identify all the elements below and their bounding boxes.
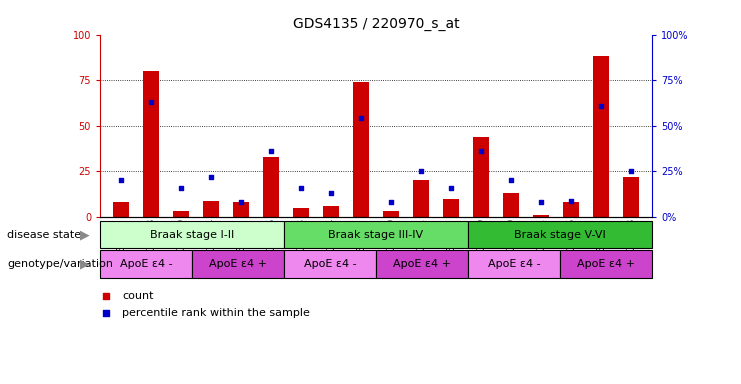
Bar <box>293 208 309 217</box>
Point <box>175 185 187 191</box>
Text: Braak stage I-II: Braak stage I-II <box>150 230 234 240</box>
Bar <box>503 193 519 217</box>
Text: ApoE ε4 -: ApoE ε4 - <box>304 259 356 269</box>
Point <box>115 177 127 184</box>
Bar <box>376 250 468 278</box>
Bar <box>100 221 284 248</box>
Bar <box>284 221 468 248</box>
Point <box>265 148 277 154</box>
Bar <box>413 180 429 217</box>
Bar <box>443 199 459 217</box>
Point <box>99 310 111 316</box>
Point <box>99 293 111 300</box>
Bar <box>473 137 489 217</box>
Point <box>625 168 637 174</box>
Text: disease state: disease state <box>7 230 82 240</box>
Bar <box>560 250 652 278</box>
Bar <box>468 250 560 278</box>
Point <box>595 103 607 109</box>
Point <box>445 185 457 191</box>
Point <box>325 190 337 196</box>
Point <box>505 177 517 184</box>
Text: ApoE ε4 +: ApoE ε4 + <box>577 259 635 269</box>
Text: Braak stage V-VI: Braak stage V-VI <box>514 230 606 240</box>
Point <box>235 199 247 205</box>
Bar <box>323 206 339 217</box>
Bar <box>533 215 549 217</box>
Text: ApoE ε4 +: ApoE ε4 + <box>393 259 451 269</box>
Bar <box>284 250 376 278</box>
Text: Braak stage III-IV: Braak stage III-IV <box>328 230 424 240</box>
Point <box>415 168 427 174</box>
Bar <box>100 250 192 278</box>
Text: genotype/variation: genotype/variation <box>7 259 113 269</box>
Point <box>385 199 397 205</box>
Text: percentile rank within the sample: percentile rank within the sample <box>122 308 310 318</box>
Bar <box>192 250 284 278</box>
Text: ApoE ε4 +: ApoE ε4 + <box>209 259 267 269</box>
Point <box>475 148 487 154</box>
Bar <box>203 200 219 217</box>
Bar <box>353 82 369 217</box>
Point <box>295 185 307 191</box>
Bar <box>593 56 609 217</box>
Bar <box>263 157 279 217</box>
Point <box>205 174 217 180</box>
Point <box>535 199 547 205</box>
Point <box>145 99 157 105</box>
Text: ▶: ▶ <box>81 228 90 241</box>
Text: count: count <box>122 291 153 301</box>
Bar <box>113 202 129 217</box>
Text: ApoE ε4 -: ApoE ε4 - <box>488 259 540 269</box>
Bar <box>173 212 189 217</box>
Point <box>355 116 367 122</box>
Text: ▶: ▶ <box>81 258 90 271</box>
Bar <box>143 71 159 217</box>
Title: GDS4135 / 220970_s_at: GDS4135 / 220970_s_at <box>293 17 459 31</box>
Bar <box>563 202 579 217</box>
Bar <box>383 212 399 217</box>
Point <box>565 197 577 204</box>
Text: ApoE ε4 -: ApoE ε4 - <box>120 259 173 269</box>
Bar <box>233 202 249 217</box>
Bar <box>623 177 639 217</box>
Bar <box>468 221 652 248</box>
